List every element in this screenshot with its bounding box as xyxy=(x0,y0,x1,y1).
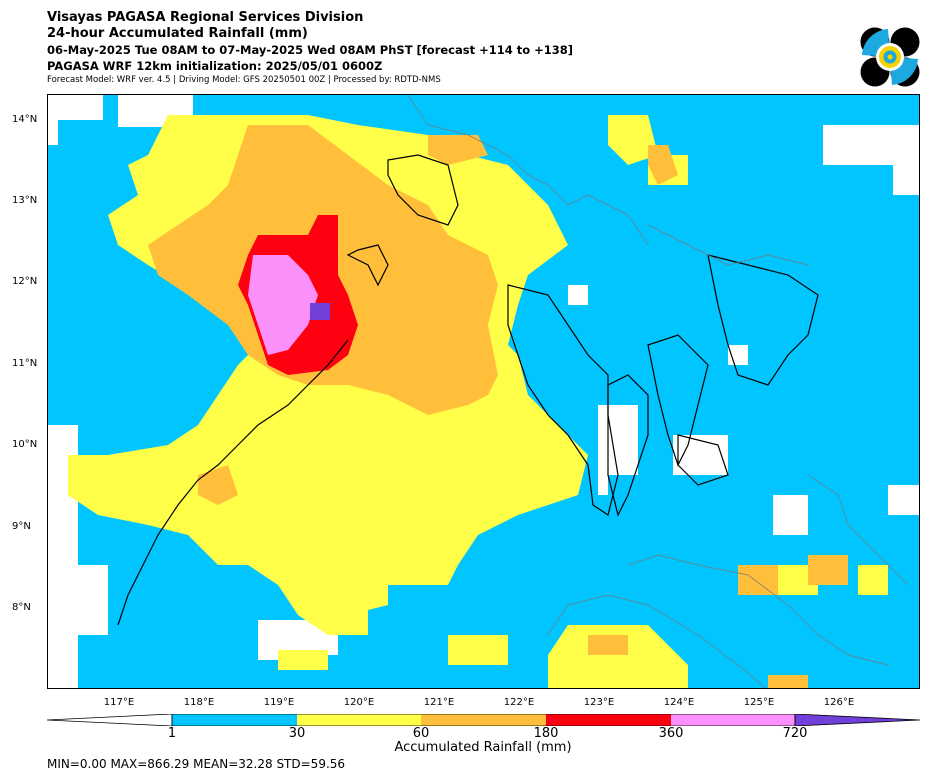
colorbar-tick-label: 1 xyxy=(167,726,177,741)
colorbar-segment xyxy=(421,714,546,726)
lat-tick-label: 9°N xyxy=(12,521,31,532)
colorbar xyxy=(47,714,920,726)
lat-tick-label: 12°N xyxy=(12,276,38,287)
lon-tick-label: 126°E xyxy=(823,697,855,708)
title-region: Visayas PAGASA Regional Services Divisio… xyxy=(47,10,364,25)
rain-shading xyxy=(48,95,919,688)
lon-tick-label: 121°E xyxy=(423,697,455,708)
lat-tick-label: 10°N xyxy=(12,439,38,450)
rainfall-field xyxy=(48,95,919,688)
colorbar-tick-label: 60 xyxy=(412,726,430,741)
title-model-info: Forecast Model: WRF ver. 4.5 | Driving M… xyxy=(47,75,441,85)
lon-tick-label: 123°E xyxy=(583,697,615,708)
lon-tick-label: 124°E xyxy=(663,697,695,708)
province-borders xyxy=(407,95,909,688)
colorbar-tick-label: 360 xyxy=(658,726,684,741)
lon-tick-label: 122°E xyxy=(503,697,535,708)
rainfall-map xyxy=(47,94,920,689)
pagasa-logo-icon xyxy=(860,27,920,87)
coastlines xyxy=(117,154,819,626)
colorbar-segment xyxy=(297,714,421,726)
lon-tick-label: 120°E xyxy=(343,697,375,708)
title-product: 24-hour Accumulated Rainfall (mm) xyxy=(47,26,308,41)
lat-tick-label: 8°N xyxy=(12,602,31,613)
lon-tick-label: 119°E xyxy=(263,697,295,708)
lon-tick-label: 118°E xyxy=(183,697,215,708)
colorbar-title: Accumulated Rainfall (mm) xyxy=(394,740,572,755)
colorbar-segment xyxy=(546,714,671,726)
lon-tick-label: 117°E xyxy=(103,697,135,708)
lat-tick-label: 13°N xyxy=(12,195,38,206)
colorbar-segment xyxy=(172,714,297,726)
colorbar-over-triangle xyxy=(794,714,920,726)
colorbar-tick-label: 180 xyxy=(533,726,559,741)
colorbar-tick-label: 720 xyxy=(782,726,808,741)
lat-tick-label: 14°N xyxy=(12,114,38,125)
lat-tick-label: 11°N xyxy=(12,358,38,369)
colorbar-tick-label: 30 xyxy=(288,726,306,741)
title-initialization: PAGASA WRF 12km initialization: 2025/05/… xyxy=(47,59,383,73)
lon-tick-label: 125°E xyxy=(743,697,775,708)
colorbar-under-triangle xyxy=(47,714,173,726)
statistics-summary: MIN=0.00 MAX=866.29 MEAN=32.28 STD=59.56 xyxy=(47,757,346,771)
title-valid-period: 06-May-2025 Tue 08AM to 07-May-2025 Wed … xyxy=(47,43,574,57)
colorbar-segment xyxy=(671,714,795,726)
